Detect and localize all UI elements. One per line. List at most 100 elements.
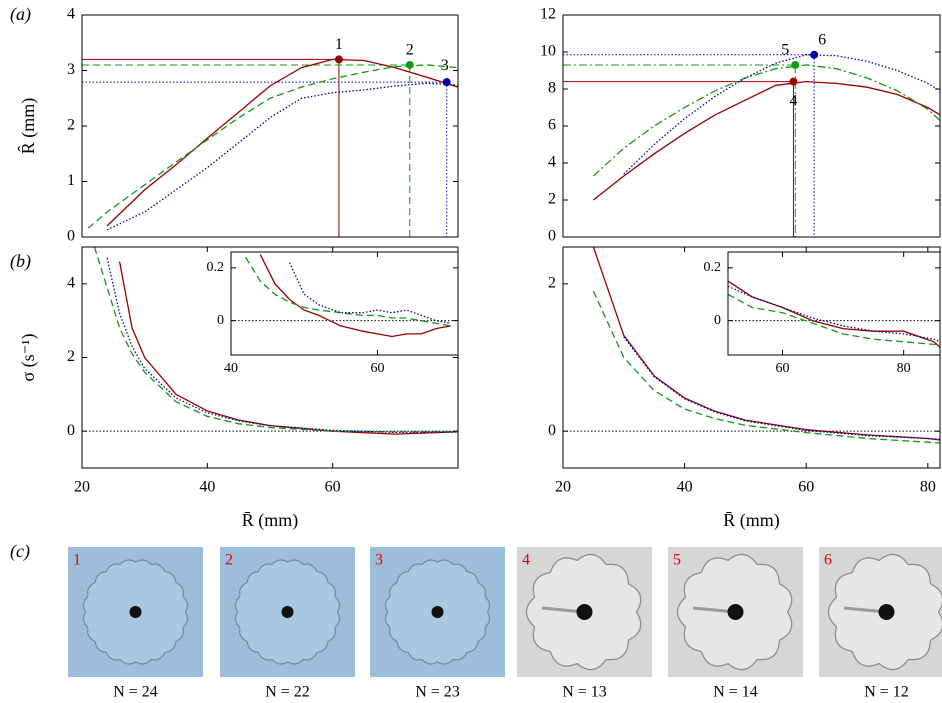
y-tick-label: 0 (548, 422, 556, 439)
inlet (281, 606, 294, 618)
y-tick-label: 4 (548, 154, 556, 171)
data-line (728, 285, 940, 343)
y-axis-label: σ (s⁻¹) (18, 333, 39, 381)
photo-number: 3 (375, 552, 383, 569)
inset-background (231, 252, 458, 355)
x-axis-label: R̄ (mm) (723, 510, 780, 531)
chart: 0 0.2 60 80 (704, 251, 941, 376)
data-line (118, 261, 458, 435)
x-axis-label: R̄ (mm) (242, 510, 299, 531)
x-tick-label: 60 (798, 479, 814, 496)
peak-marker (791, 60, 800, 69)
inset-background (728, 252, 940, 355)
y-tick-label: 0 (67, 422, 75, 439)
y-tick-label: 0 (67, 228, 75, 245)
photo-number: 1 (73, 552, 81, 569)
x-tick-label: 20 (555, 479, 571, 496)
y-tick-label: 2 (548, 191, 556, 208)
y-tick-label: 6 (548, 117, 556, 134)
y-tick-label: 0.2 (207, 260, 225, 275)
marker-label: 3 (441, 57, 449, 74)
chart: 0 1 2 3 4 1 2 3 R̂ (mm) (18, 6, 459, 245)
photo-caption: N = 22 (265, 684, 310, 701)
photo-caption: N = 12 (864, 684, 909, 701)
x-tick-label: 60 (325, 479, 341, 496)
chart: 0 0.2 40 60 (207, 251, 459, 376)
y-tick-label: 2 (548, 275, 556, 292)
data-line (289, 262, 451, 324)
y-tick-label: 0 (548, 228, 556, 245)
y-tick-label: 10 (540, 43, 556, 60)
photo-caption: N = 13 (562, 684, 607, 701)
y-axis-label: R̂ (mm) (18, 98, 40, 155)
photo: 2 N = 22 (220, 547, 355, 701)
axes-frame (727, 251, 941, 356)
y-tick-label: 4 (67, 6, 75, 23)
axes-frame (562, 14, 941, 238)
marker-label: 2 (406, 42, 414, 59)
panel-label: (c) (10, 541, 30, 562)
data-line (259, 254, 451, 338)
data-line (592, 80, 940, 201)
photo: 3 N = 23 (370, 547, 505, 701)
axes-frame (230, 251, 459, 356)
x-tick-label: 80 (897, 361, 911, 376)
peak-marker (334, 55, 343, 64)
x-tick-label: 80 (920, 479, 936, 496)
panel-label: (a) (10, 4, 31, 25)
data-line (87, 64, 458, 229)
x-tick-label: 40 (224, 361, 238, 376)
y-tick-label: 2 (67, 117, 75, 134)
photo-caption: N = 14 (713, 684, 758, 701)
peak-marker (810, 50, 819, 59)
x-tick-label: 60 (370, 361, 384, 376)
peak-marker (442, 78, 451, 87)
axes-frame (81, 246, 459, 469)
photo: 6 N = 12 (819, 547, 942, 701)
data-line (106, 257, 458, 433)
data-line (93, 247, 458, 433)
photo: 1 N = 24 (68, 547, 203, 701)
data-line (728, 280, 940, 348)
data-line (106, 82, 458, 231)
data-line (728, 293, 940, 346)
chart: 0 2 20 40 60 80 R̄ (mm) (548, 246, 941, 531)
data-line (592, 290, 940, 444)
inlet (727, 604, 744, 620)
x-tick-label: 20 (74, 479, 90, 496)
inlet (431, 606, 444, 618)
photo-caption: N = 23 (415, 684, 460, 701)
marker-label: 1 (335, 36, 343, 53)
inlet (129, 606, 142, 618)
y-tick-label: 4 (67, 275, 75, 292)
y-tick-label: 0 (714, 313, 721, 328)
peak-marker (405, 60, 414, 69)
inlet (878, 604, 895, 620)
photo-number: 5 (673, 552, 681, 569)
peak-marker (789, 77, 798, 86)
y-tick-label: 0 (217, 313, 224, 328)
chart: 0 2 4 6 8 10 12 4 5 6 (540, 6, 941, 245)
axes-frame (562, 246, 941, 469)
marker-label: 5 (781, 42, 789, 59)
data-line (623, 54, 940, 175)
photo-number: 6 (824, 552, 832, 569)
y-tick-label: 12 (540, 6, 556, 23)
axes-frame (81, 14, 459, 238)
data-line (592, 64, 940, 177)
data-line (106, 58, 458, 227)
data-line (623, 336, 940, 440)
x-tick-label: 40 (199, 479, 215, 496)
panel-label: (b) (10, 251, 31, 272)
x-tick-label: 40 (677, 479, 693, 496)
y-tick-label: 3 (67, 61, 75, 78)
photo: 4 N = 13 (517, 547, 652, 701)
y-tick-label: 1 (67, 172, 75, 189)
marker-label: 6 (818, 31, 826, 48)
data-line (245, 256, 451, 327)
marker-label: 4 (789, 92, 797, 109)
photo-number: 2 (225, 552, 233, 569)
photo-caption: N = 24 (113, 684, 158, 701)
chart: 0 2 4 20 40 60 σ (s⁻¹) R̄ (mm) (18, 246, 459, 531)
